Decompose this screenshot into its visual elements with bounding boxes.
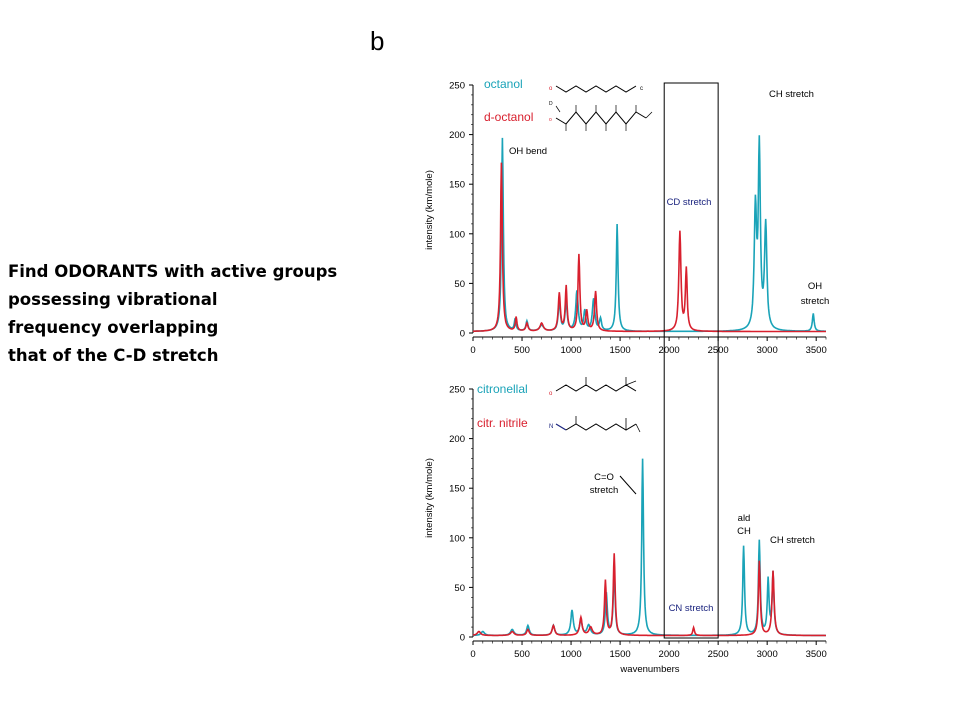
annotation-ald-line1: ald [738, 513, 751, 524]
y-tick-label: 0 [460, 633, 465, 644]
y-tick-label: 50 [454, 279, 465, 290]
x-tick-label: 2000 [659, 345, 680, 356]
note-line-1: Find ODORANTS with active groups [8, 262, 338, 281]
chart-bottom-ylabel: intensity (km/mole) [424, 458, 435, 538]
series-line-citr-nitrile [472, 553, 826, 637]
x-tick-label: 0 [470, 649, 475, 660]
y-tick-label: 250 [449, 385, 465, 396]
x-tick-label: 1500 [610, 345, 631, 356]
panel-letter: b [370, 26, 385, 56]
svg-text:D: D [549, 101, 553, 107]
d-octanol-structure-icon: D o [549, 101, 653, 131]
legend-d-octanol: d-octanol [484, 110, 533, 124]
series-line-citronellal [473, 458, 826, 637]
chart-top-ylabel: intensity (km/mole) [424, 170, 435, 250]
y-tick-label: 150 [449, 484, 465, 495]
svg-text:N: N [549, 424, 553, 430]
note-line-3: frequency overlapping [8, 318, 219, 337]
annotation-co-stretch-line1: C=O [594, 472, 614, 483]
annotation-ch-stretch-bottom: CH stretch [770, 535, 815, 546]
x-tick-label: 3000 [757, 345, 778, 356]
octanol-structure-icon: o c [549, 85, 643, 93]
y-tick-label: 250 [449, 81, 465, 92]
odorant-note: Find ODORANTS with active groups possess… [8, 258, 388, 370]
x-tick-label: 3500 [806, 345, 827, 356]
annotation-oh-bend: OH bend [509, 146, 547, 157]
legend-citr-nitrile: citr. nitrile [477, 416, 528, 430]
y-tick-label: 50 [454, 583, 465, 594]
x-tick-label: 0 [470, 345, 475, 356]
annotation-ch-stretch-top: CH stretch [769, 89, 814, 100]
annotation-oh-stretch-line1: OH [808, 281, 822, 292]
annotation-oh-stretch-line2: stretch [801, 296, 830, 307]
y-tick-label: 200 [449, 434, 465, 445]
x-tick-label: 3000 [757, 649, 778, 660]
svg-text:o: o [549, 117, 552, 123]
annotation-co-stretch-line2: stretch [590, 485, 619, 496]
y-tick-label: 0 [460, 329, 465, 340]
y-tick-label: 100 [449, 533, 465, 544]
y-tick-label: 100 [449, 229, 465, 240]
note-line-2: possessing vibrational [8, 290, 218, 309]
series-line-d-octanol [473, 162, 826, 333]
svg-text:o: o [549, 86, 553, 92]
x-tick-label: 1000 [560, 649, 581, 660]
x-tick-label: 500 [514, 649, 530, 660]
cd-stretch-highlight-box [663, 82, 719, 639]
x-tick-label: 1500 [610, 649, 631, 660]
x-tick-label: 2500 [708, 649, 729, 660]
x-tick-label: 1000 [560, 345, 581, 356]
annotation-cn-stretch: CN stretch [669, 603, 714, 614]
legend-octanol: octanol [484, 77, 523, 91]
co-pointer-line [619, 475, 637, 495]
series-line-octanol [473, 135, 826, 333]
citr-nitrile-structure-icon: N [549, 416, 641, 433]
chart-bottom-xlabel: wavenumbers [619, 664, 679, 675]
svg-text:o: o [549, 391, 553, 397]
x-tick-label: 2000 [659, 649, 680, 660]
note-line-4: that of the C-D stretch [8, 346, 219, 365]
legend-citronellal: citronellal [477, 382, 528, 396]
citronellal-structure-icon: o [549, 377, 637, 397]
annotation-cd-stretch: CD stretch [667, 197, 712, 208]
y-tick-label: 200 [449, 130, 465, 141]
x-tick-label: 500 [514, 345, 530, 356]
x-tick-label: 3500 [806, 649, 827, 660]
annotation-ald-line2: CH [737, 526, 751, 537]
y-tick-label: 150 [449, 180, 465, 191]
svg-text:c: c [640, 86, 643, 92]
